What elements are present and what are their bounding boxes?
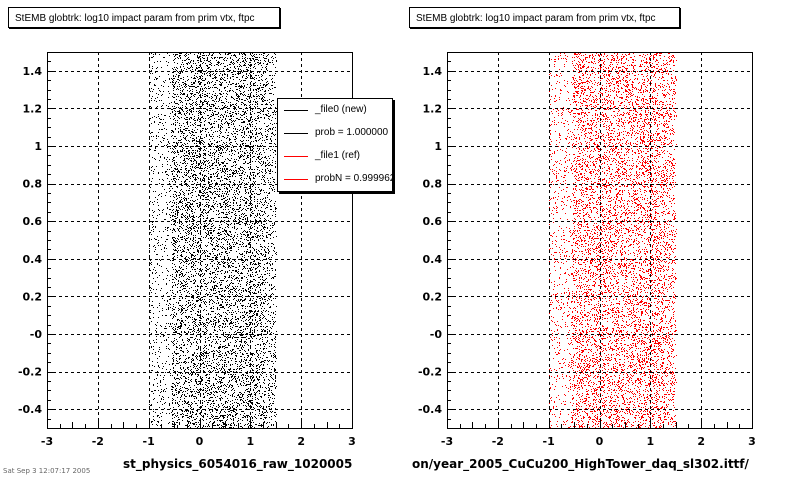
legend-label-file1: _file1 (ref) <box>315 150 361 161</box>
x-tick-label: -1 <box>543 435 555 448</box>
legend-line-probn <box>284 179 308 180</box>
x-tick-label: 1 <box>647 435 655 448</box>
y-tick-label: 1.4 <box>23 65 43 78</box>
y-tick-label: 0.6 <box>423 215 443 228</box>
legend: _file0 (new) prob = 1.000000 _file1 (ref… <box>277 98 393 192</box>
legend-label-file0: _file0 (new) <box>315 104 367 115</box>
legend-label-probn: probN = 0.999962 <box>315 173 393 184</box>
legend-label-prob: prob = 1.000000 <box>315 127 389 138</box>
x-tick-label: 0 <box>596 435 604 448</box>
y-tick-label: 1 <box>34 140 42 153</box>
x-tick-label: -3 <box>41 435 53 448</box>
timestamp-footer: Sat Sep 3 12:07:17 2005 <box>3 467 91 475</box>
y-tick-label: 0.8 <box>23 178 43 191</box>
axis-ticks <box>447 52 753 429</box>
x-tick-label: 2 <box>297 435 305 448</box>
legend-entry-file1: _file1 (ref) <box>278 145 392 168</box>
legend-entry-probn: probN = 0.999962 <box>278 168 393 191</box>
y-tick-label: -0 <box>30 328 43 341</box>
y-tick-label: 0.6 <box>23 215 43 228</box>
left-scatter-plot: -3 -2 -1 0 1 2 3 -0.4 -0.2 -0 0.2 0.4 0.6 0.8 1 1.2 1.4 <box>18 52 356 448</box>
legend-entry-prob: prob = 1.000000 <box>278 122 392 145</box>
y-tick-label: 0.2 <box>423 290 443 303</box>
y-tick-label: -0.2 <box>418 366 442 379</box>
y-tick-label: 0.4 <box>23 253 43 266</box>
left-x-axis-label: st_physics_6054016_raw_1020005 <box>123 457 353 471</box>
y-tick-label: 1.2 <box>23 102 43 115</box>
y-tick-label: 1 <box>434 140 442 153</box>
right-panel: StEMB globtrk: log10 impact param from p… <box>400 0 800 480</box>
y-tick-label: 1.4 <box>423 65 443 78</box>
x-tick-label: 1 <box>247 435 255 448</box>
x-tick-label: -2 <box>92 435 104 448</box>
y-tick-label: 0.4 <box>423 253 443 266</box>
x-tick-label: -3 <box>441 435 453 448</box>
x-tick-label: 3 <box>748 435 756 448</box>
right-scatter-plot: -3 -2 -1 0 1 2 3 -0.4 -0.2 -0 0.2 0.4 0.6 0.8 1 1.2 1.4 <box>418 52 756 448</box>
y-tick-label: 1.2 <box>423 102 443 115</box>
axis-ticks <box>47 52 353 429</box>
left-chart-title: StEMB globtrk: log10 impact param from p… <box>8 7 280 28</box>
y-tick-label: -0 <box>430 328 443 341</box>
legend-entry-file0: _file0 (new) <box>278 99 392 122</box>
grid-lines <box>447 52 752 428</box>
x-tick-label: 0 <box>196 435 204 448</box>
legend-line-prob <box>284 133 308 134</box>
right-chart-title: StEMB globtrk: log10 impact param from p… <box>409 7 680 28</box>
x-tick-label: 2 <box>697 435 705 448</box>
x-tick-label: 3 <box>348 435 356 448</box>
x-tick-label: -2 <box>492 435 504 448</box>
y-tick-label: 0.8 <box>423 178 443 191</box>
y-tick-label: 0.2 <box>23 290 43 303</box>
left-panel: StEMB globtrk: log10 impact param from p… <box>3 7 393 475</box>
y-tick-label: -0.4 <box>18 403 42 416</box>
y-tick-label: -0.4 <box>418 403 442 416</box>
right-x-axis-label: on/year_2005_CuCu200_HighTower_daq_sl302… <box>412 457 749 471</box>
x-tick-label: -1 <box>143 435 155 448</box>
y-tick-label: -0.2 <box>18 366 42 379</box>
legend-line-file0 <box>284 110 308 111</box>
legend-line-file1 <box>284 156 308 157</box>
